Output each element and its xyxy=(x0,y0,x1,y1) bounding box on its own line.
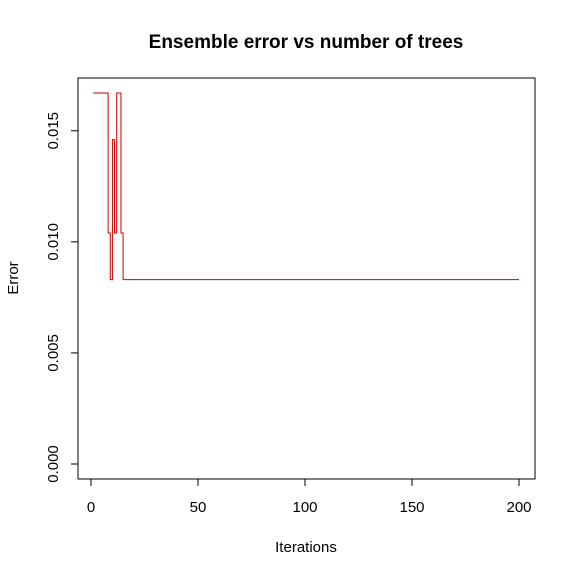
y-tick-label: 0.000 xyxy=(45,445,62,483)
y-tick-label: 0.010 xyxy=(45,223,62,261)
x-tick-label: 150 xyxy=(399,499,424,516)
x-tick-label: 0 xyxy=(87,499,95,516)
y-tick-label: 0.015 xyxy=(45,112,62,150)
y-axis-label: Error xyxy=(5,261,22,294)
x-axis-label: Iterations xyxy=(275,539,337,556)
y-axis: 0.000 0.005 0.010 0.015 xyxy=(45,112,79,483)
plot-frame xyxy=(77,77,536,480)
x-tick-label: 200 xyxy=(506,499,531,516)
x-tick-label: 50 xyxy=(190,499,207,516)
x-axis: 0 50 100 150 200 xyxy=(87,478,532,516)
chart-title: Ensemble error vs number of trees xyxy=(149,32,464,53)
x-tick-label: 100 xyxy=(292,499,317,516)
series-layer xyxy=(93,92,519,281)
y-tick-label: 0.005 xyxy=(45,334,62,372)
series-line xyxy=(93,92,519,281)
